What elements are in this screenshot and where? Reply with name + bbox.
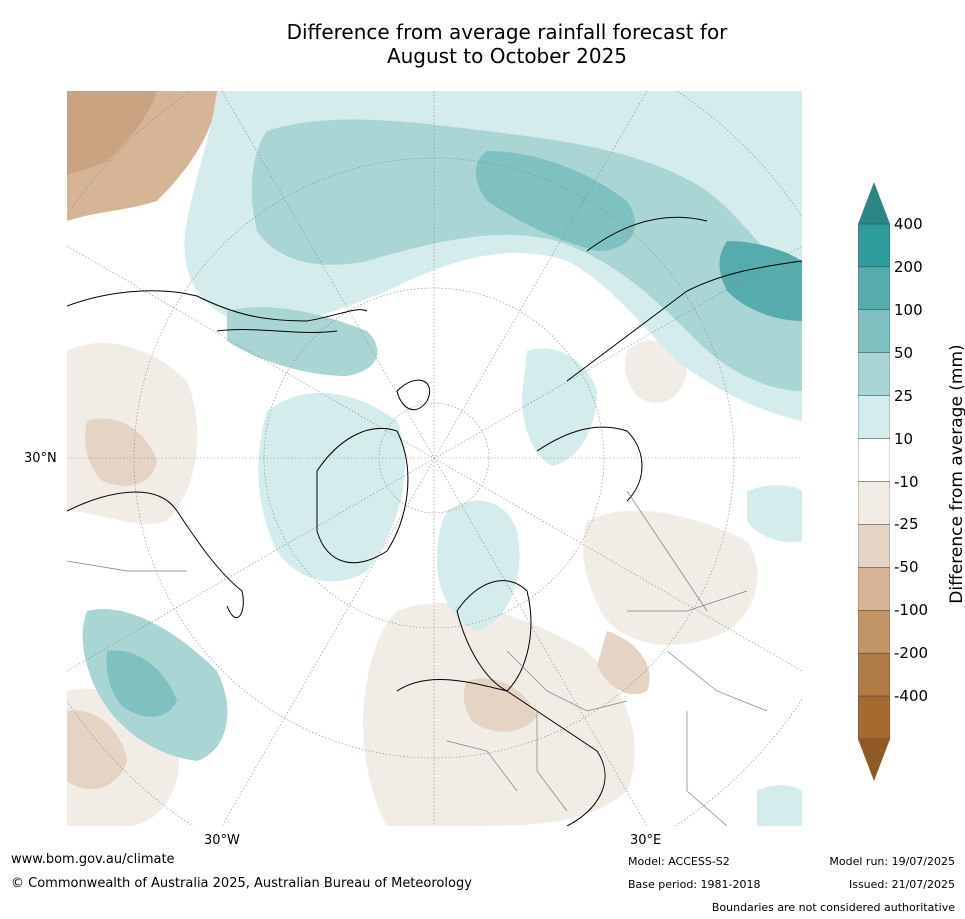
- lon-label-30w: 30°W: [204, 833, 240, 848]
- dry-anomaly-regions: [67, 91, 802, 826]
- title-line-1: Difference from average rainfall forecas…: [286, 20, 728, 44]
- colorbar-segment: [858, 309, 890, 353]
- footer-issued: Issued: 21/07/2025: [848, 878, 955, 891]
- lon-label-30e: 30°E: [630, 833, 662, 848]
- colorbar-segment: [858, 352, 890, 396]
- colorbar-tick-label: 200: [894, 257, 923, 276]
- colorbar-tick-label: -50: [894, 558, 919, 577]
- colorbar-tick-label: 50: [894, 343, 914, 362]
- colorbar-tick-label: -200: [894, 644, 929, 663]
- lat-label-30n: 30°N: [24, 451, 57, 466]
- colorbar-tick-label: 10: [894, 429, 914, 448]
- colorbar-tick-label: -25: [894, 515, 919, 534]
- colorbar-segment: [858, 695, 890, 740]
- title-line-2: August to October 2025: [386, 44, 628, 68]
- colorbar-tick-label: -400: [894, 687, 929, 706]
- colorbar: [858, 182, 890, 781]
- colorbar-label-text: Difference from average (mm): [947, 344, 965, 604]
- colorbar-segment: [858, 481, 890, 525]
- colorbar-segment: [858, 438, 890, 482]
- colorbar-segment: [858, 652, 890, 697]
- footer-model: Model: ACCESS-S2: [628, 855, 730, 868]
- colorbar-tick-label: -100: [894, 601, 929, 620]
- footer-disclaimer: Boundaries are not considered authoritat…: [711, 901, 955, 914]
- colorbar-tick-label: 25: [894, 386, 914, 405]
- colorbar-bottom-extension: [858, 739, 890, 781]
- colorbar-segment: [858, 610, 890, 654]
- colorbar-tick-label: -10: [894, 472, 919, 491]
- coastlines: [67, 216, 802, 826]
- colorbar-tick-label: 400: [894, 215, 923, 233]
- graticule: [67, 91, 802, 826]
- colorbar-segment: [858, 524, 890, 568]
- footer-copyright: © Commonwealth of Australia 2025, Austra…: [11, 876, 472, 891]
- colorbar-segment: [858, 567, 890, 611]
- footer-base-period: Base period: 1981-2018: [628, 878, 761, 891]
- colorbar-segments: [858, 223, 890, 740]
- colorbar-segment: [858, 395, 890, 439]
- colorbar-tick-label: 100: [894, 300, 923, 319]
- map-svg: [67, 91, 802, 826]
- footer-model-run: Model run: 19/07/2025: [829, 855, 955, 868]
- colorbar-top-extension: [858, 182, 890, 224]
- colorbar-segment: [858, 266, 890, 311]
- footer-website[interactable]: www.bom.gov.au/climate: [11, 852, 175, 867]
- colorbar-segment: [858, 223, 890, 268]
- polar-map: [67, 91, 802, 826]
- country-borders: [67, 490, 768, 826]
- chart-title: Difference from average rainfall forecas…: [0, 20, 965, 68]
